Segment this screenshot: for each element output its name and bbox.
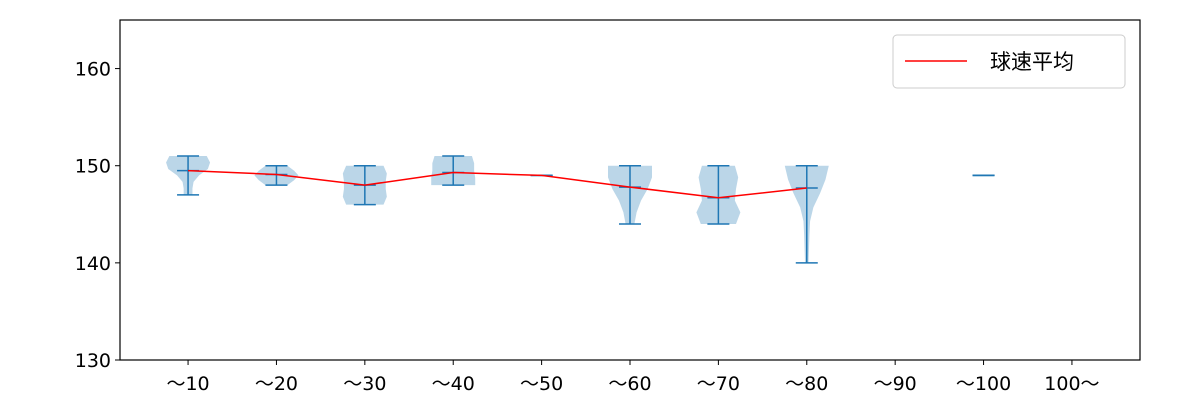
legend-label: 球速平均 bbox=[990, 50, 1074, 74]
x-axis: ～10 ～20 ～30 ～40 ～50 ～60 ～70 ～80 ～90 ～100 100～ bbox=[166, 360, 1100, 395]
x-tick-label: ～100 bbox=[956, 373, 1011, 395]
violin-7 bbox=[696, 164, 741, 225]
x-tick-label: ～60 bbox=[608, 373, 651, 395]
violin-6 bbox=[608, 164, 652, 225]
y-tick-label: 160 bbox=[75, 59, 111, 81]
x-tick-label: ～70 bbox=[697, 373, 740, 395]
y-tick-label: 130 bbox=[75, 350, 111, 372]
violin-2 bbox=[254, 164, 299, 186]
x-tick-label: ～30 bbox=[343, 373, 386, 395]
x-tick-label: ～50 bbox=[520, 373, 563, 395]
x-tick-label: ～90 bbox=[874, 373, 917, 395]
x-tick-label: 100～ bbox=[1044, 373, 1099, 395]
x-tick-label: ～20 bbox=[255, 373, 298, 395]
x-tick-label: ～80 bbox=[785, 373, 828, 395]
x-tick-label: ～40 bbox=[432, 373, 475, 395]
violin-4 bbox=[431, 155, 476, 186]
legend: 球速平均 bbox=[892, 34, 1126, 89]
x-tick-label: ～10 bbox=[166, 373, 209, 395]
legend-box bbox=[892, 34, 1126, 89]
violin-8 bbox=[784, 164, 829, 264]
y-tick-label: 140 bbox=[75, 253, 111, 275]
y-axis: 130 140 150 160 bbox=[75, 59, 120, 372]
mean-line bbox=[188, 169, 807, 199]
plot-area bbox=[166, 155, 995, 264]
violin-1 bbox=[166, 155, 211, 196]
y-tick-label: 150 bbox=[75, 156, 111, 178]
